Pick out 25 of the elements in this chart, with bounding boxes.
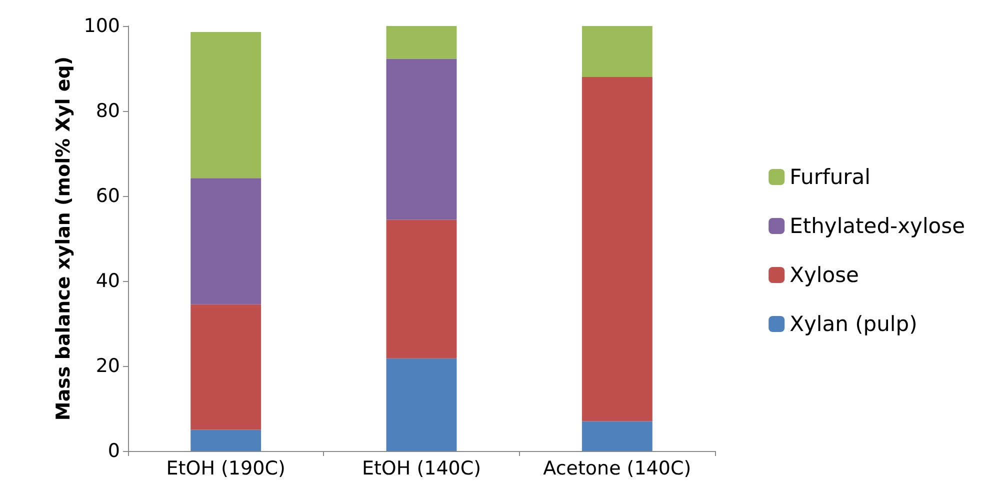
x-tick-label: EtOH (190C) bbox=[166, 458, 286, 480]
bar bbox=[386, 26, 457, 59]
y-tick-label: 40 bbox=[96, 270, 120, 292]
bar bbox=[190, 304, 262, 430]
x-tick-label: EtOH (140C) bbox=[362, 458, 482, 480]
legend-label: Xylose bbox=[790, 263, 859, 287]
legend-label: Furfural bbox=[790, 165, 871, 189]
y-tick-label: 80 bbox=[96, 100, 120, 122]
legend-label: Ethylated-xylose bbox=[790, 214, 966, 238]
legend-label: Xylan (pulp) bbox=[790, 312, 918, 336]
bar bbox=[190, 178, 262, 304]
bar bbox=[582, 26, 652, 77]
bar bbox=[386, 58, 457, 220]
y-tick-label: 20 bbox=[96, 355, 120, 377]
bar bbox=[582, 77, 652, 422]
bar bbox=[386, 220, 457, 358]
bar bbox=[190, 32, 262, 178]
y-tick-label: 100 bbox=[84, 15, 120, 37]
bar bbox=[190, 430, 262, 451]
x-tick-label: Acetone (140C) bbox=[543, 458, 692, 480]
y-tick-label: 60 bbox=[96, 185, 120, 207]
bar bbox=[386, 358, 457, 451]
y-axis-title: Mass balance xylan (mol% Xyl eq) bbox=[52, 56, 74, 421]
bar bbox=[582, 421, 652, 451]
y-tick-label: 0 bbox=[108, 440, 120, 462]
